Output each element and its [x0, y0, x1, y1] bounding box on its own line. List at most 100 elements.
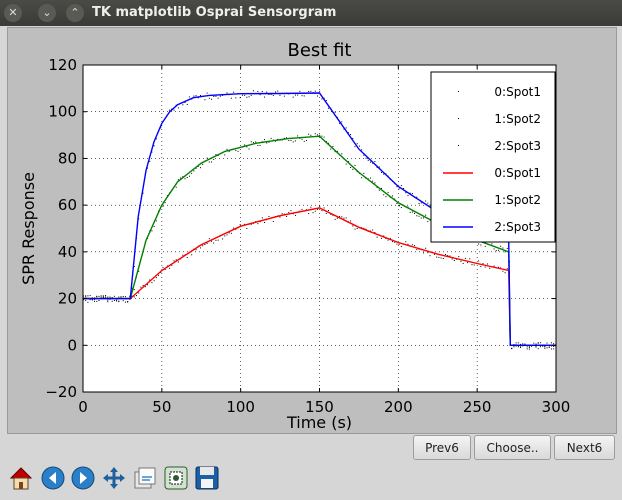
data-point — [208, 97, 210, 99]
data-point — [414, 245, 416, 247]
data-point — [191, 172, 193, 174]
data-point — [460, 260, 462, 262]
data-point — [252, 142, 254, 144]
data-point — [138, 270, 140, 272]
data-point — [380, 187, 382, 189]
choose-button[interactable]: Choose.. — [474, 435, 551, 460]
data-point — [427, 252, 429, 254]
data-point — [275, 140, 277, 142]
data-point — [277, 90, 279, 92]
data-point — [383, 173, 385, 175]
data-point — [325, 212, 327, 214]
data-point — [94, 299, 96, 301]
next-button[interactable]: Next6 — [554, 435, 615, 460]
data-point — [319, 134, 321, 136]
x-tick-label: 150 — [305, 398, 334, 416]
save-icon[interactable] — [192, 463, 222, 493]
data-point — [497, 249, 499, 251]
data-point — [429, 204, 431, 206]
data-point — [124, 301, 126, 303]
data-point — [215, 154, 217, 156]
data-point — [535, 343, 537, 345]
data-point — [350, 166, 352, 168]
data-point — [403, 187, 405, 189]
data-point — [283, 137, 285, 139]
y-tick-label: 60 — [58, 196, 77, 214]
data-point — [398, 243, 400, 245]
data-point — [376, 186, 378, 188]
data-point — [268, 215, 270, 217]
back-icon[interactable] — [38, 463, 68, 493]
zoom-icon[interactable] — [161, 463, 191, 493]
data-point — [345, 163, 347, 165]
data-point — [504, 251, 506, 253]
data-point — [211, 240, 213, 242]
data-point — [328, 209, 330, 211]
data-point — [151, 230, 153, 232]
data-point — [385, 196, 387, 198]
data-point — [520, 345, 522, 347]
configure-subplots-icon[interactable] — [130, 463, 160, 493]
data-point — [369, 161, 371, 163]
data-point — [169, 109, 171, 111]
data-point — [323, 207, 325, 209]
data-point — [171, 264, 173, 266]
data-point — [524, 343, 526, 345]
data-point — [376, 236, 378, 238]
data-point — [259, 144, 261, 146]
data-point — [195, 95, 197, 97]
data-point — [281, 213, 283, 215]
data-point — [365, 228, 367, 230]
data-point — [222, 238, 224, 240]
data-point — [184, 178, 186, 180]
data-point — [250, 94, 252, 96]
data-point — [186, 257, 188, 259]
data-point — [341, 121, 343, 123]
data-point — [215, 239, 217, 241]
data-point — [506, 247, 508, 249]
data-point — [365, 157, 367, 159]
maximize-icon[interactable]: ⌃ — [66, 4, 84, 22]
data-point — [177, 261, 179, 263]
minimize-icon[interactable]: ⌄ — [38, 4, 56, 22]
data-point — [409, 192, 411, 194]
data-point — [211, 98, 213, 100]
data-point — [135, 295, 137, 297]
data-point — [153, 145, 155, 147]
data-point — [350, 134, 352, 136]
data-point — [339, 216, 341, 218]
data-point — [522, 343, 524, 345]
data-point — [449, 255, 451, 257]
data-point — [427, 202, 429, 204]
data-point — [358, 145, 360, 147]
data-point — [411, 211, 413, 213]
pan-icon[interactable] — [99, 463, 129, 493]
data-point — [142, 192, 144, 194]
data-point — [486, 263, 488, 265]
figure-canvas: 0 50 100 150 200 250 300 −20 0 20 40 60 80 100 120 Best… — [7, 27, 617, 434]
data-point — [199, 95, 201, 97]
data-point — [330, 213, 332, 215]
data-point — [314, 133, 316, 135]
data-point — [204, 99, 206, 101]
data-point — [151, 151, 153, 153]
data-point — [374, 182, 376, 184]
data-point — [250, 141, 252, 143]
close-icon[interactable]: ✕ — [4, 4, 22, 22]
data-point — [528, 345, 530, 347]
data-point — [332, 146, 334, 148]
home-icon[interactable] — [6, 463, 36, 493]
data-point — [299, 90, 301, 92]
prev-button[interactable]: Prev6 — [413, 435, 471, 460]
forward-icon[interactable] — [68, 463, 98, 493]
data-point — [407, 195, 409, 197]
data-point — [264, 222, 266, 224]
data-point — [224, 235, 226, 237]
data-point — [100, 295, 102, 297]
data-point — [239, 224, 241, 226]
data-point — [420, 217, 422, 219]
data-point — [188, 175, 190, 177]
data-point — [122, 300, 124, 302]
data-point — [288, 140, 290, 142]
data-point — [447, 254, 449, 256]
